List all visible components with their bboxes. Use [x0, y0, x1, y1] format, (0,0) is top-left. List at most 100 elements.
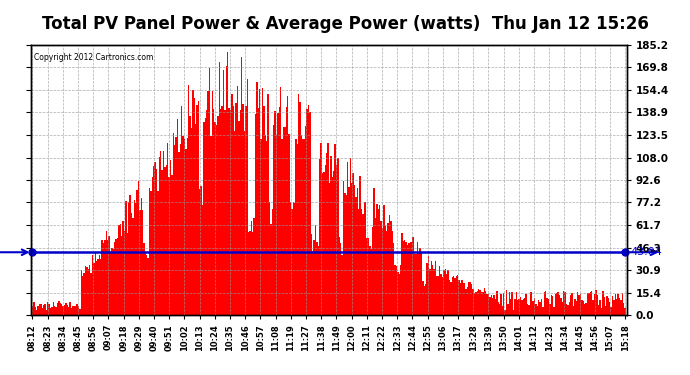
Bar [40, 304, 41, 315]
Bar [503, 293, 504, 315]
Bar [68, 307, 70, 315]
Bar [383, 205, 384, 315]
Bar [152, 177, 153, 315]
Bar [141, 198, 142, 315]
Bar [63, 305, 66, 315]
Bar [201, 186, 202, 315]
Bar [286, 107, 287, 315]
Bar [209, 68, 210, 315]
Bar [399, 274, 400, 315]
Bar [350, 158, 351, 315]
Bar [255, 114, 256, 315]
Bar [521, 300, 522, 315]
Bar [170, 160, 171, 315]
Bar [600, 300, 601, 315]
Bar [560, 298, 562, 315]
Bar [611, 307, 612, 315]
Bar [488, 294, 489, 315]
Bar [253, 218, 255, 315]
Bar [51, 307, 52, 315]
Bar [448, 280, 450, 315]
Bar [598, 304, 600, 315]
Bar [117, 238, 118, 315]
Bar [212, 91, 213, 315]
Bar [410, 242, 411, 315]
Bar [424, 286, 425, 315]
Bar [48, 304, 50, 315]
Bar [317, 246, 319, 315]
Bar [624, 308, 626, 315]
Bar [589, 292, 591, 315]
Bar [129, 195, 131, 315]
Bar [41, 308, 43, 315]
Bar [111, 249, 112, 315]
Bar [484, 288, 485, 315]
Bar [497, 302, 499, 315]
Bar [415, 254, 417, 315]
Bar [432, 265, 433, 315]
Bar [270, 224, 272, 315]
Bar [104, 240, 106, 315]
Bar [100, 259, 101, 315]
Bar [604, 297, 605, 315]
Bar [376, 204, 377, 315]
Bar [562, 302, 563, 315]
Bar [387, 223, 388, 315]
Bar [269, 202, 270, 315]
Bar [390, 220, 391, 315]
Bar [37, 306, 39, 315]
Bar [618, 294, 619, 315]
Bar [574, 299, 575, 315]
Bar [549, 304, 551, 315]
Bar [353, 173, 354, 315]
Bar [276, 135, 277, 315]
Bar [616, 299, 618, 315]
Bar [470, 282, 471, 315]
Bar [122, 220, 124, 315]
Bar [259, 88, 260, 315]
Bar [578, 295, 580, 315]
Bar [542, 307, 544, 315]
Bar [386, 231, 387, 315]
Bar [179, 144, 181, 315]
Bar [219, 62, 220, 315]
Bar [454, 278, 455, 315]
Bar [469, 282, 470, 315]
Bar [167, 143, 168, 315]
Bar [458, 280, 460, 315]
Bar [319, 159, 320, 315]
Bar [609, 302, 611, 315]
Bar [426, 262, 428, 315]
Bar [71, 308, 72, 315]
Bar [244, 131, 245, 315]
Bar [139, 210, 141, 315]
Bar [308, 105, 309, 315]
Bar [284, 127, 286, 315]
Bar [510, 299, 511, 315]
Bar [577, 291, 578, 315]
Bar [529, 304, 530, 315]
Bar [361, 209, 362, 315]
Bar [107, 240, 108, 315]
Bar [420, 248, 421, 315]
Bar [119, 224, 121, 315]
Bar [525, 294, 526, 315]
Bar [585, 303, 586, 315]
Bar [217, 116, 219, 315]
Bar [171, 175, 172, 315]
Bar [262, 88, 264, 315]
Bar [128, 202, 129, 315]
Bar [489, 297, 491, 315]
Bar [526, 304, 529, 315]
Bar [584, 304, 585, 315]
Bar [511, 292, 513, 315]
Bar [235, 103, 237, 315]
Bar [74, 306, 75, 315]
Bar [85, 266, 86, 315]
Bar [493, 295, 495, 315]
Bar [619, 298, 620, 315]
Bar [78, 306, 79, 315]
Bar [551, 295, 552, 315]
Bar [402, 233, 403, 315]
Bar [193, 98, 195, 315]
